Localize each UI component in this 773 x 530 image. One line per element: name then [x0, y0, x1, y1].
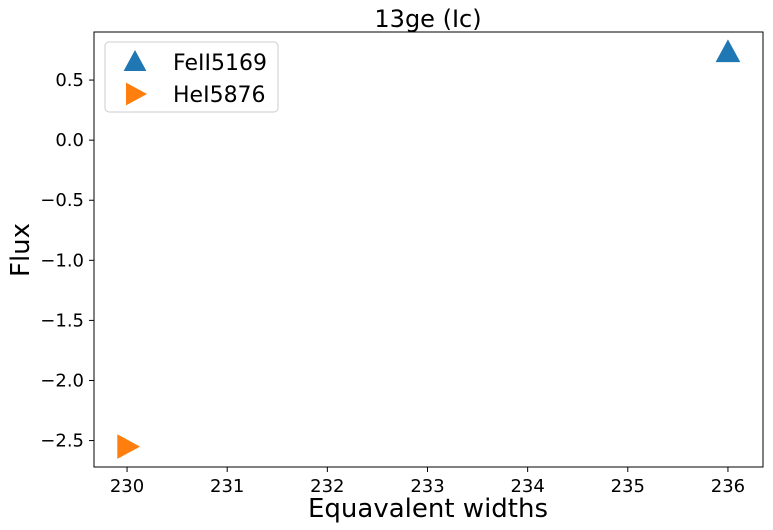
x-tick-label: 230	[110, 476, 144, 497]
data-point	[715, 39, 741, 63]
x-tick-label: 233	[410, 476, 444, 497]
x-axis-label: Equavalent widths	[308, 494, 548, 524]
y-tick-label: −0.5	[40, 190, 84, 211]
legend-label: HeI5876	[173, 83, 266, 108]
y-tick-label: −1.0	[40, 250, 84, 271]
y-axis: 0.5 0.0 −0.5 −1.0 −1.5 −2.0 −2.5	[40, 70, 94, 452]
x-tick-label: 235	[611, 476, 645, 497]
x-tick-label: 236	[711, 476, 745, 497]
y-tick-label: −1.5	[40, 310, 84, 331]
x-tick-label: 232	[310, 476, 344, 497]
x-axis: 230 231 232 233 234 235 236	[110, 467, 745, 497]
legend-box	[104, 41, 279, 113]
data-point	[117, 434, 141, 459]
y-tick-label: −2.0	[40, 370, 84, 391]
legend-label: FeII5169	[173, 51, 267, 76]
x-tick-label: 231	[210, 476, 244, 497]
data-points	[117, 39, 741, 459]
y-tick-label: 0.5	[55, 70, 84, 91]
x-tick-label: 234	[510, 476, 544, 497]
y-tick-label: 0.0	[55, 130, 84, 151]
plot-area	[93, 31, 764, 468]
chart-title: 13ge (Ic)	[374, 5, 481, 33]
legend-marker	[126, 82, 147, 106]
y-axis-label: Flux	[6, 223, 36, 277]
y-tick-label: −2.5	[40, 431, 84, 452]
legend: FeII5169 HeI5876	[104, 41, 279, 113]
legend-marker	[123, 50, 147, 71]
